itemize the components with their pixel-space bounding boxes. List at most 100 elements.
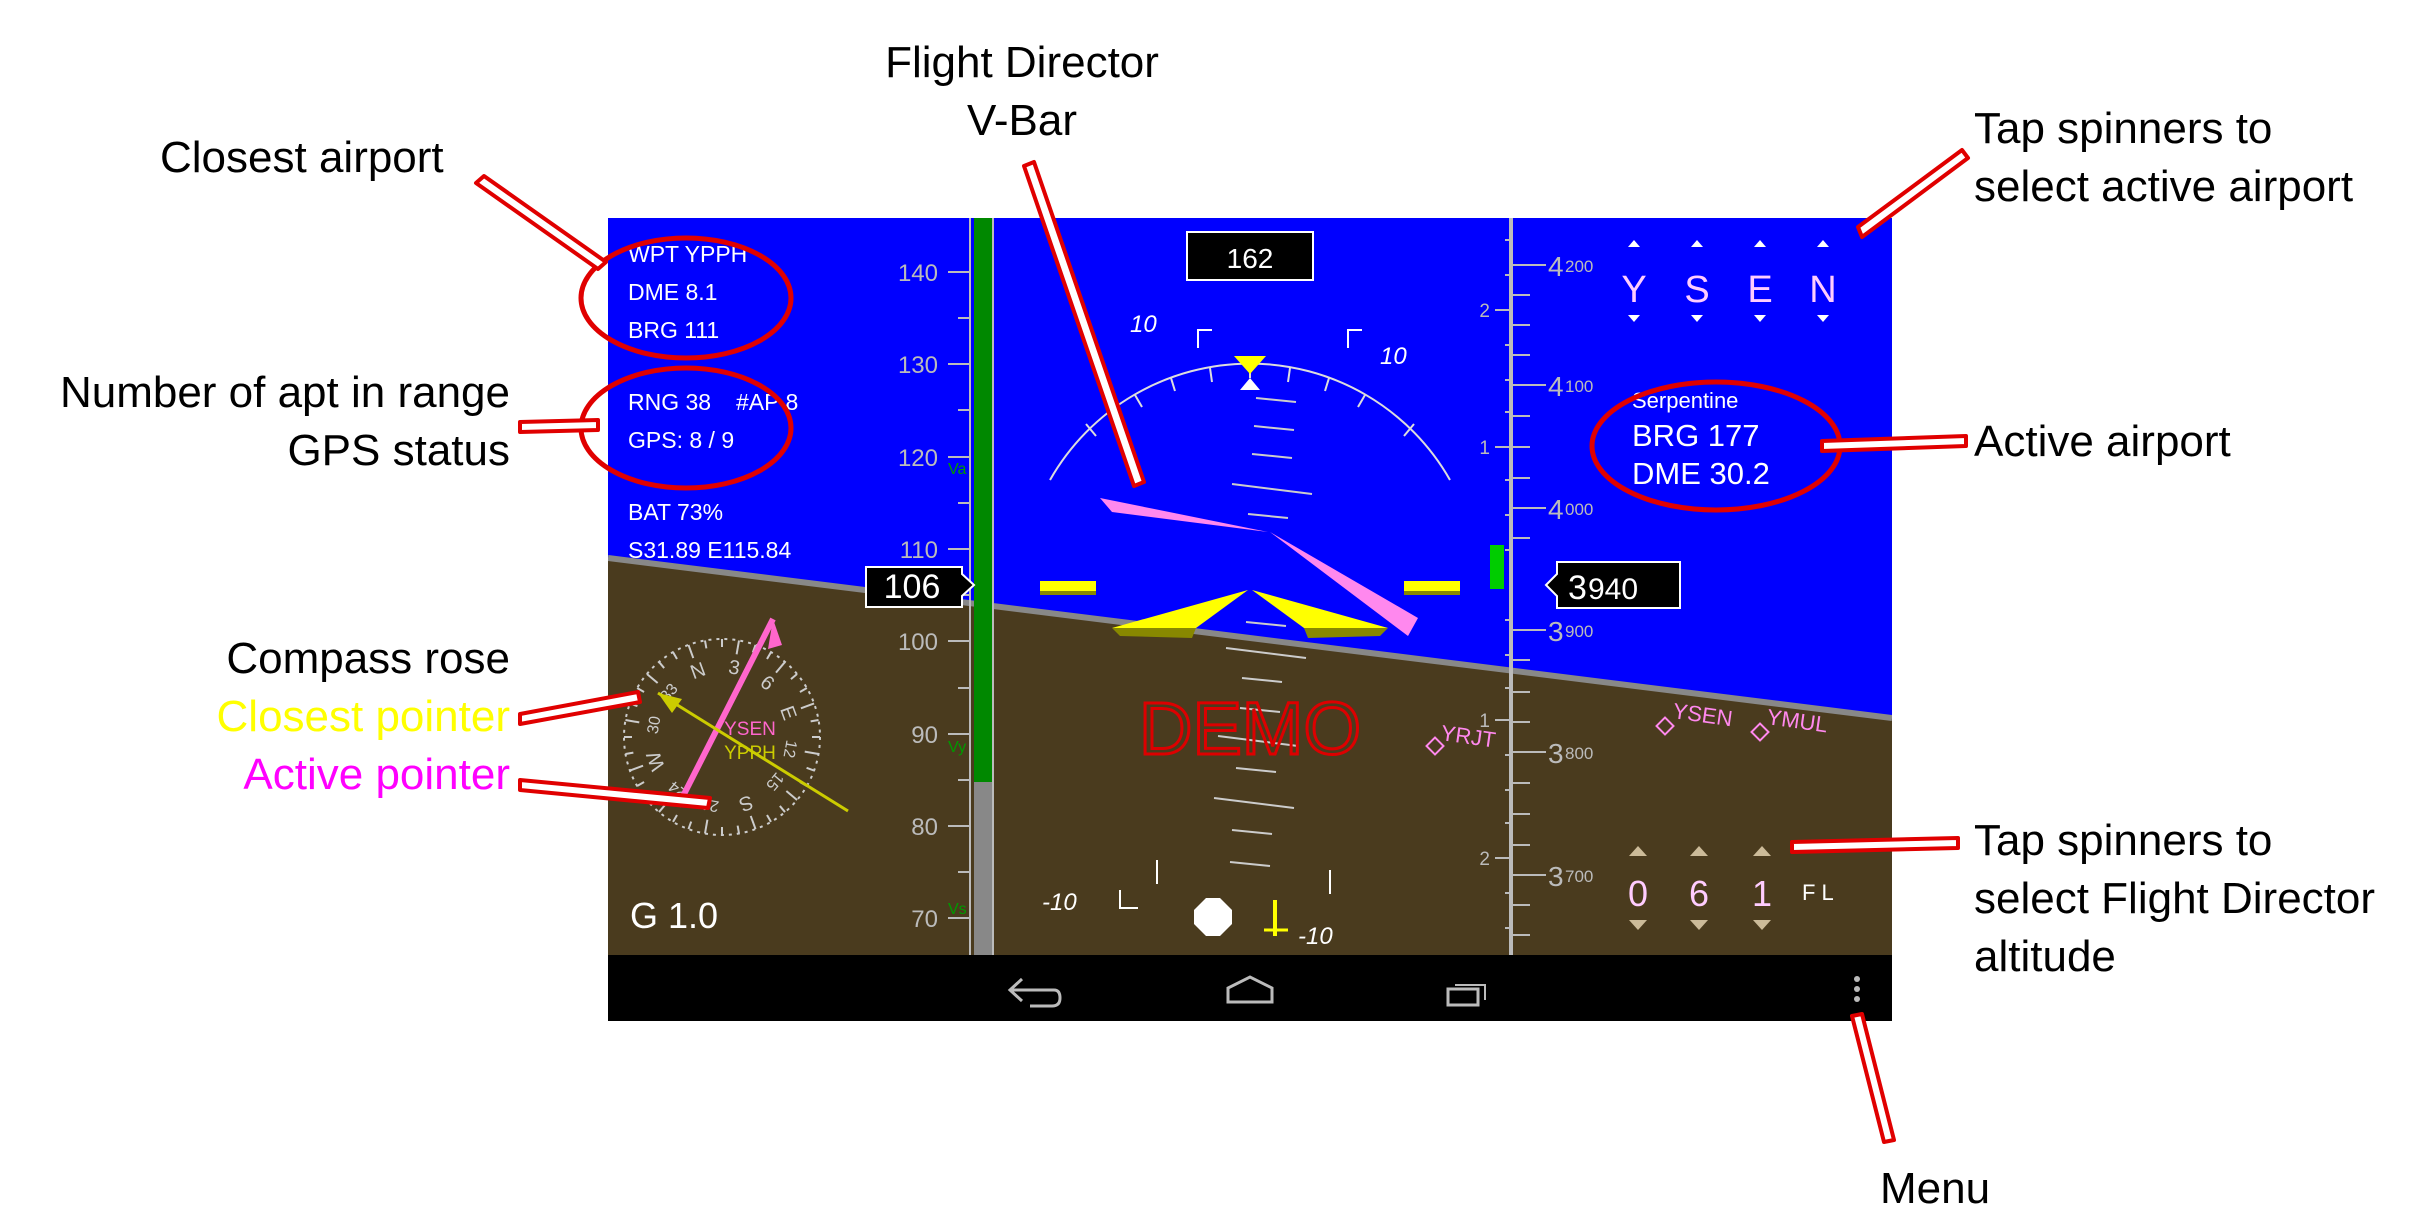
spinner-down-icon[interactable] [1629, 920, 1647, 930]
annotation-line: altitude [1974, 932, 2116, 981]
speed-green-arc [974, 218, 994, 782]
pitch-label-left-10: 10 [1130, 311, 1157, 338]
compass-label: 3 [727, 656, 742, 680]
annotation-line: select Flight Director [1974, 874, 2376, 923]
spinner-down-icon[interactable] [1753, 920, 1771, 930]
compass-tick [775, 661, 786, 674]
compass-label: 30 [645, 715, 665, 736]
annotation-line: GPS status [287, 426, 510, 475]
spinner-down-icon[interactable] [1690, 920, 1708, 930]
pitch-label-left-neg10: -10 [1042, 889, 1077, 916]
fd-altitude-spinner[interactable]: 1 [1752, 846, 1772, 930]
va-label: Va [948, 461, 966, 478]
compass-tick [800, 702, 815, 710]
airport-spinner[interactable]: Y [1621, 240, 1647, 322]
recents-icon[interactable] [1446, 987, 1480, 1007]
spinner-down-icon[interactable] [1691, 315, 1703, 322]
compass-tick [779, 805, 786, 813]
fd-digit: 0 [1628, 873, 1648, 914]
compass-tick [629, 764, 644, 772]
speed-label: 80 [911, 814, 938, 841]
recents-button[interactable] [1446, 984, 1486, 1007]
compass-tick [636, 687, 645, 693]
altitude-value-big: 3 [1568, 569, 1587, 607]
altitude-tape: 4 200 4 100 4 000 3 900 3 800 3 700 [1512, 251, 1593, 936]
closest-airport-ellipse [578, 235, 794, 361]
heading-box [1186, 231, 1314, 281]
spinner-down-icon[interactable] [1817, 315, 1829, 322]
annotation-line: Flight Director [885, 38, 1159, 87]
annotation-line: Active pointer [243, 750, 510, 799]
menu-icon[interactable] [1854, 976, 1860, 982]
annotation-num-apt: Number of apt in range GPS status [10, 364, 510, 480]
airport-spinner[interactable]: N [1809, 240, 1837, 322]
home-icon[interactable] [1226, 975, 1274, 1004]
spinner-up-icon[interactable] [1754, 240, 1766, 247]
alt-label-small: 800 [1565, 744, 1593, 763]
compass-label: N [688, 658, 709, 684]
spinner-up-icon[interactable] [1753, 846, 1771, 856]
speed-label: 110 [900, 537, 938, 564]
compass-tick [785, 790, 798, 801]
spinner-up-icon[interactable] [1691, 240, 1703, 247]
back-button[interactable] [1007, 977, 1062, 1008]
compass-tick [687, 821, 693, 830]
compass-label: 12 [780, 739, 800, 760]
compass-tick [810, 718, 819, 723]
compass-tick [672, 651, 678, 660]
compass-tick [658, 661, 665, 669]
compass-tick [766, 814, 772, 823]
back-icon[interactable] [1007, 977, 1062, 1008]
fd-altitude-spinner[interactable]: 0 [1628, 846, 1648, 930]
flight-director-left-bar [1100, 498, 1268, 532]
spinner-down-icon[interactable] [1628, 315, 1640, 322]
speed-value: 106 [884, 568, 941, 606]
airport-marker-icon [1425, 736, 1445, 756]
compass-tick [735, 640, 741, 655]
fd-altitude-spinner[interactable]: 6 [1689, 846, 1709, 930]
annotation-tap-spinners-airport: Tap spinners to select active airport [1974, 100, 2353, 216]
active-airport-dme: DME 30.2 [1632, 456, 1770, 491]
speed-label: 100 [898, 629, 938, 656]
compass-tick [646, 673, 659, 684]
bat-text: BAT 73% [628, 499, 723, 525]
fd-unit: F L [1802, 880, 1834, 905]
spinner-down-icon[interactable] [1754, 315, 1766, 322]
dme-text: DME 8.1 [628, 279, 717, 305]
airport-spinner[interactable]: E [1747, 240, 1773, 322]
annotation-compass: Compass rose Closest pointer Active poin… [10, 630, 510, 804]
compass-tick [636, 781, 645, 787]
spinner-up-icon[interactable] [1690, 846, 1708, 856]
airport-spinner[interactable]: S [1684, 240, 1710, 322]
g-load-text: G 1.0 [630, 895, 718, 936]
compass-tick [749, 815, 757, 830]
home-button[interactable] [1226, 975, 1274, 1004]
spinner-up-icon[interactable] [1629, 846, 1647, 856]
compass-tick [804, 750, 819, 756]
fd-digit: 1 [1752, 873, 1772, 914]
flight-director-right-bar [1270, 532, 1418, 636]
position-text: S31.89 E115.84 [628, 537, 791, 563]
annotation-line: V-Bar [966, 96, 1078, 145]
speed-white-arc [974, 782, 994, 955]
compass-tick [703, 640, 708, 649]
spinner-up-icon[interactable] [1817, 240, 1829, 247]
alt-label-big: 4 [1548, 251, 1564, 282]
airport-marker-icon [1655, 716, 1675, 736]
spinner-up-icon[interactable] [1628, 240, 1640, 247]
compass-tick [625, 718, 640, 724]
fd-altitude-spinners: 0 6 1 F L [1628, 846, 1834, 930]
annotation-line: Menu [1880, 1164, 1991, 1213]
compass-tick [766, 651, 772, 660]
alt-label-big: 3 [1548, 616, 1564, 647]
annotation-line: Closest airport [160, 133, 444, 182]
speed-label: 130 [898, 352, 938, 379]
speed-label: 120 [898, 445, 938, 472]
annotation-line: Number of apt in range [59, 368, 510, 417]
menu-button[interactable] [1854, 976, 1860, 1002]
altitude-readout: 3 940 [1544, 561, 1681, 609]
annotation-line: select active airport [1974, 162, 2354, 211]
compass-tick [736, 825, 741, 834]
annotation-line: Compass rose [226, 634, 510, 683]
annotation-closest-airport: Closest airport [160, 129, 444, 187]
